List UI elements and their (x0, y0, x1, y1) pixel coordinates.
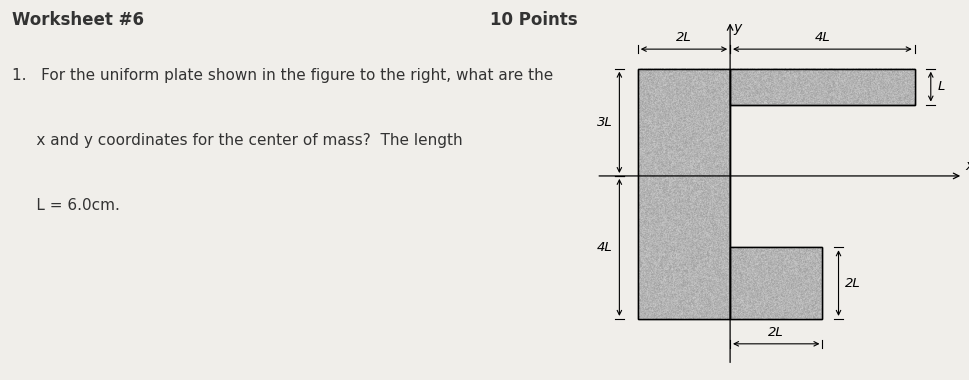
Text: 4L: 4L (814, 32, 829, 44)
Text: 4L: 4L (596, 241, 611, 254)
Bar (730, 247, 822, 319)
Text: L: L (937, 80, 944, 93)
Text: 1.   For the uniform plate shown in the figure to the right, what are the: 1. For the uniform plate shown in the fi… (12, 68, 552, 83)
Text: Worksheet #6: Worksheet #6 (12, 11, 143, 29)
Text: y: y (733, 21, 741, 35)
Text: 2L: 2L (675, 32, 691, 44)
Bar (638, 69, 730, 319)
Text: 10 Points: 10 Points (489, 11, 577, 29)
Text: 2L: 2L (767, 326, 783, 339)
Text: 3L: 3L (596, 116, 611, 129)
Text: x: x (964, 159, 969, 173)
Bar (730, 247, 822, 319)
Text: 2L: 2L (845, 277, 860, 290)
Bar (638, 69, 730, 319)
Bar (730, 69, 914, 105)
Text: x and y coordinates for the center of mass?  The length: x and y coordinates for the center of ma… (12, 133, 462, 148)
Bar (730, 69, 914, 105)
Text: L = 6.0cm.: L = 6.0cm. (12, 198, 120, 212)
